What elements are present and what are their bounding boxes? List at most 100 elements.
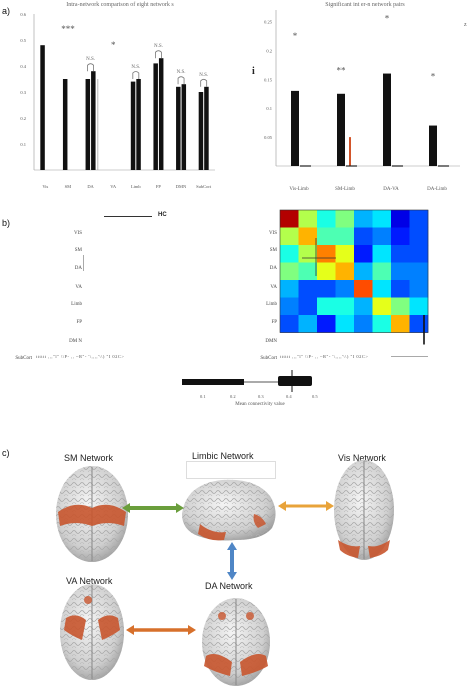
heatmap-cell <box>372 297 392 316</box>
heatmap-right-row-label: VIS <box>268 231 277 236</box>
chart-right-xtick-label: DA-VA <box>383 187 399 192</box>
chart-left-xtick-label: DA <box>87 184 94 189</box>
heatmap-cell <box>409 262 429 281</box>
heatmap-cell <box>335 245 355 263</box>
heatmap-cell <box>372 210 392 228</box>
heatmap-cell <box>317 210 336 228</box>
chart-right-ytick: 0.05 <box>264 135 273 140</box>
heatmap-cell <box>335 262 355 281</box>
chart-left-bar <box>181 84 187 170</box>
chart-right-significance-star: * <box>431 71 436 81</box>
heatmap-cell <box>335 227 355 246</box>
chart-left-ytick: 0.5 <box>20 38 26 43</box>
chart-left-ns-bracket <box>155 50 162 59</box>
heatmap-cell <box>391 280 410 298</box>
heatmap-cell <box>409 210 429 228</box>
chart-right-bar <box>429 125 437 166</box>
heatmap-cell <box>298 297 318 316</box>
chart-right-ytick: 0.25 <box>264 20 273 25</box>
heatmap-cell <box>391 297 410 316</box>
chart-right-significance-star: ** <box>337 66 347 76</box>
chart-left-bar <box>91 71 96 170</box>
y-axis-glyph: i <box>252 66 255 77</box>
chart-left-ns-bracket <box>132 71 140 79</box>
heatmap-cell <box>317 227 336 246</box>
heatmap-cell <box>391 315 410 333</box>
heatmap-cell <box>372 315 392 333</box>
panel-label-c: c) <box>2 448 10 458</box>
heatmap-right-row-label: SubCort <box>260 356 277 361</box>
heatmap-cell <box>298 227 318 246</box>
arrow-limbic-da <box>227 542 237 580</box>
chart-right-significance-star: * <box>293 31 298 41</box>
chart-left-xtick-label: FP <box>156 184 162 189</box>
heatmap-cell <box>354 297 373 316</box>
chart-left-ns-label: N.S. <box>177 70 186 75</box>
colorbar-tick-0: 0.1 <box>200 394 206 399</box>
heatmap-cell <box>372 245 392 263</box>
chart-right-ytick: 0.1 <box>266 106 272 111</box>
colorbar-tick-3: 0.4 <box>286 394 292 399</box>
heatmap-cell <box>409 297 429 316</box>
heatmap-cell <box>409 280 429 298</box>
chart-right-bar <box>291 90 299 166</box>
heatmap-cell <box>409 245 429 263</box>
da-brain <box>202 598 270 686</box>
vis-network-title: Vis Network <box>338 453 386 463</box>
chart-left-ytick: 0.1 <box>20 142 26 147</box>
heatmap-left-col-labels: tttttt ,,,"l" \\P- ,, ~R"- '\,,,,'\\) "I… <box>36 354 125 359</box>
chart-left-significance-star: *** <box>61 24 75 34</box>
panel-label-a: a) <box>2 6 11 16</box>
heatmap-cell <box>280 315 299 333</box>
limbic-network-title: Limbic Network <box>192 451 254 461</box>
heatmap-right-row-label: DA <box>269 266 277 271</box>
heatmap-cell <box>372 280 392 298</box>
heatmap-cell <box>354 262 373 281</box>
heatmap-cell <box>391 262 410 281</box>
heatmap-cell <box>409 227 429 246</box>
limbic-title-box <box>186 461 276 479</box>
heatmap-cell <box>298 315 318 333</box>
chart-left-ns-bracket <box>177 76 185 85</box>
heatmap-left-row-label: DA <box>74 266 82 271</box>
heatmap-grid <box>279 209 429 357</box>
colorbar-label: Mean connectivity value <box>235 402 285 407</box>
chart-left-ytick: 0.2 <box>20 116 26 121</box>
chart-left-bar <box>62 79 68 170</box>
heatmap-cell <box>280 297 299 316</box>
chart-left-bar <box>85 79 91 170</box>
heatmap-right-row-label: FP <box>271 320 277 325</box>
chart-right-xtick-label: Vis-Limb <box>289 187 309 192</box>
heatmap-border <box>279 209 429 333</box>
heatmap-cell <box>335 210 355 228</box>
va-brain <box>60 584 124 680</box>
chart-left-bar <box>198 92 204 170</box>
heatmap-right-row-label: SM <box>269 248 277 253</box>
chart-left-bar <box>130 81 136 170</box>
heatmap-left-row-label: SM <box>74 248 82 253</box>
heatmap-left-row-label: VA <box>75 285 82 290</box>
vis-brain <box>334 460 394 560</box>
chart-right-bar-red <box>349 137 351 166</box>
da-network-title: DA Network <box>205 581 253 591</box>
arrow-sm-limbic <box>122 503 184 513</box>
chart-left-significance-star: * <box>111 40 116 50</box>
chart-left-xtick-label: SM <box>65 184 72 189</box>
corner-mark: z <box>464 22 467 28</box>
sm-brain <box>56 466 128 562</box>
chart-left-ytick: 0.6 <box>20 12 26 17</box>
heatmap-cell <box>391 210 410 228</box>
chart-left-ns-label: N.S. <box>86 57 95 62</box>
heatmap-cell <box>280 262 299 281</box>
chart-left-ytick: 0.4 <box>20 64 26 69</box>
chart-left-bar <box>176 86 181 170</box>
heatmap-cell <box>372 227 392 246</box>
heatmap-cell <box>280 210 299 228</box>
heatmap-cell <box>298 210 318 228</box>
heatmap-right-row-label: VA <box>270 285 277 290</box>
limbic-brain <box>182 479 276 541</box>
chart-right-significance-star: * <box>385 14 390 24</box>
chart-right-xtick-label: DA-Limb <box>427 187 447 192</box>
colorbar-segment <box>182 379 244 385</box>
